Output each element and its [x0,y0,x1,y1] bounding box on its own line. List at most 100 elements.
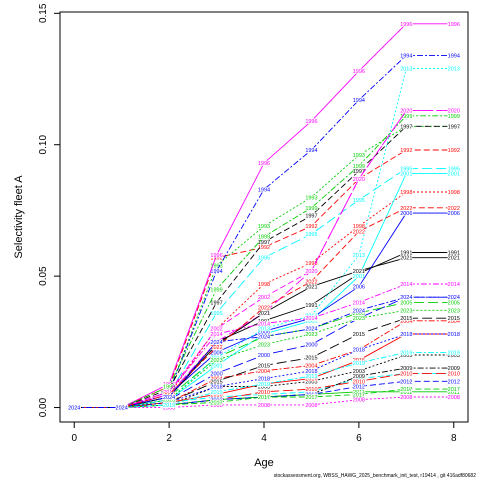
series-1999: 1999 1999 1999 1999 1999 1999 1999 1999 1999 [67,113,460,412]
point-label: 2007 [163,400,175,406]
point-label: 1994 [448,53,460,59]
point-label: 1999 [353,164,365,170]
y-tick-label: 0.15 [38,3,49,23]
point-label: 2024 [353,308,365,314]
series-1995: 1995 1995 1995 1995 1995 1995 1995 1995 1995 [67,166,460,413]
point-label: 2007 [258,392,270,398]
point-label: 2020 [116,406,128,412]
point-label: 2014 [400,282,412,288]
point-label: 2022 [210,345,222,351]
series-2011: 2011 2011 2011 2011 2011 2011 2011 2011 2011 [68,389,461,412]
point-label: 1996 [116,406,128,412]
point-label: 2016 [353,358,365,364]
series-2001: 2001 2001 2001 2001 2001 2001 2001 2001 2001 [67,171,460,413]
point-label: 2013 [353,253,365,259]
point-label: 1991 [305,303,317,309]
series-2014: 2014 2014 2014 2014 2014 2014 2014 2014 2014 [67,281,460,412]
point-label: 2013 [116,406,128,412]
point-label: 2015 [305,356,317,362]
point-label: 2000 [400,295,412,301]
point-label: 2002 [210,327,222,333]
point-label: 2009 [400,366,412,372]
x-axis: 0 2 4 6 8 [71,421,457,444]
point-label: 2006 [116,406,128,412]
point-label: 2023 [305,332,317,338]
point-label: 2001 [258,332,270,338]
point-label: 1992 [68,406,80,412]
series-2004: 2004 2004 2004 2004 2004 2004 2004 2004 2004 [67,318,460,412]
point-label: 2011 [116,406,128,412]
point-label: 2010 [258,390,270,396]
point-label: 2006 [163,392,175,398]
series-line-2008 [74,396,454,408]
point-label: 2021 [210,342,222,348]
point-label: 1997 [305,214,317,220]
x-axis-label: Age [254,457,274,469]
point-label: 2004 [258,369,270,375]
point-label: 2000 [163,398,175,404]
point-label: 2012 [258,395,270,401]
point-label: 2013 [163,398,175,404]
point-label: 2012 [210,398,222,404]
point-label: 1999 [210,287,222,293]
point-label: 1991 [210,340,222,346]
series-line-1998 [74,191,454,408]
point-label: 1997 [448,124,460,130]
point-label: 2011 [306,392,318,398]
point-label: 2007 [305,390,317,396]
point-label: 2010 [210,398,222,404]
point-label: 2008 [400,395,412,401]
point-label: 2004 [448,319,460,325]
point-label: 1998 [116,406,128,412]
point-label: 2003 [305,379,317,385]
point-label: 2021 [448,256,460,262]
point-label: 1995 [353,198,365,204]
point-label: 2006 [305,316,317,322]
point-label: 2013 [305,314,317,320]
point-label: 2004 [353,348,365,354]
series-line-1997 [74,125,454,408]
point-label: 2002 [163,390,175,396]
point-label: 1992 [448,148,460,154]
point-label: 2001 [68,406,80,412]
point-label: 1997 [400,124,412,130]
point-label: 1997 [210,300,222,306]
point-label: 2001 [210,363,222,369]
point-label: 2017 [400,387,412,393]
point-label: 2024 [305,327,317,333]
point-label: 2007 [448,371,460,377]
point-label: 2000 [116,406,128,412]
point-label: 2009 [258,395,270,401]
point-label: 1999 [116,406,128,412]
point-label: 2022 [448,206,460,212]
point-label: 1993 [116,406,128,412]
point-label: 1993 [448,124,460,130]
point-label: 2000 [210,371,222,377]
series-2000: 2000 2000 2000 2000 2000 2000 2000 2000 2000 [67,294,460,412]
series-2003: 2003 2003 2003 2003 2003 2003 2003 2003 2003 [67,352,460,412]
point-label: 2020 [163,392,175,398]
point-label: 2008 [448,395,460,401]
point-label: 2020 [448,109,460,115]
point-label: 1994 [353,98,365,104]
point-label: 1994 [210,269,222,275]
series-2013: 2013 2013 2013 2013 2013 2013 2013 2013 2013 [67,66,460,413]
point-label: 1999 [258,235,270,241]
point-label: 2007 [210,395,222,401]
point-label: 2009 [163,403,175,409]
point-label: 2019 [448,350,460,356]
point-label: 1997 [116,406,128,412]
point-label: 2021 [305,285,317,291]
point-label: 2014 [353,300,365,306]
point-label: 1993 [353,153,365,159]
point-label: 2024 [448,295,460,301]
point-label: 2012 [68,406,80,412]
point-label: 1998 [448,190,460,196]
point-label: 2023 [448,308,460,314]
point-label: 2019 [305,374,317,380]
point-label: 1992 [163,385,175,391]
series-line-2018 [74,333,454,408]
series-2022: 2022 2022 2022 2022 2022 2022 2022 2022 2022 [67,205,460,412]
